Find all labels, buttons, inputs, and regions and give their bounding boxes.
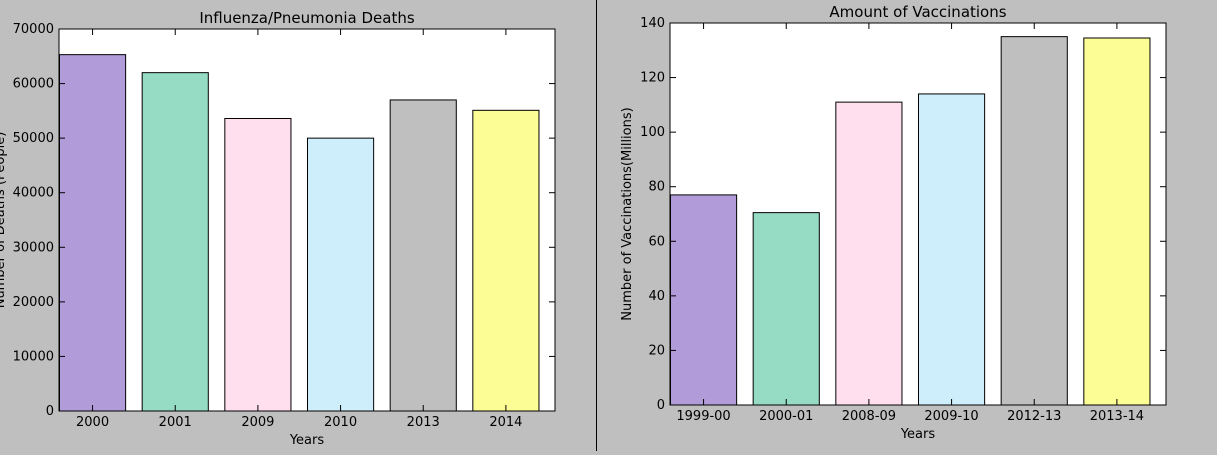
y-tick-label: 10000 — [13, 349, 54, 364]
panel-divider — [596, 0, 597, 451]
y-tick-label: 20 — [648, 343, 665, 358]
x-tick-label: 2009-10 — [924, 409, 978, 424]
y-tick-label: 30000 — [13, 240, 54, 255]
x-tick-label: 2001 — [159, 415, 192, 430]
chart-title: Amount of Vaccinations — [829, 3, 1006, 21]
x-axis-label: Years — [900, 427, 936, 442]
y-tick-label: 70000 — [13, 22, 54, 37]
bar-2000 — [59, 54, 127, 412]
x-tick-label: 2000 — [76, 415, 109, 430]
bar-2013 — [389, 99, 457, 412]
y-tick-label: 80 — [648, 180, 665, 195]
plot-frame — [669, 22, 1167, 406]
y-tick-label: 100 — [640, 125, 665, 140]
bar-2014 — [472, 109, 540, 412]
x-tick-label: 2014 — [489, 415, 522, 430]
plot-frame — [58, 28, 556, 412]
bar-2001 — [141, 72, 209, 412]
chart-2: 0 20 40 60 80 100 120 140 1999-00 2000-01 2008-09 2… — [620, 3, 1167, 442]
y-tick-label: 60000 — [13, 77, 54, 92]
y-tick-label: 50000 — [13, 131, 54, 146]
bar-2010 — [307, 137, 375, 412]
x-tick-label: 2012-13 — [1007, 409, 1061, 424]
bar-2012-13 — [1000, 36, 1068, 406]
y-tick-label: 60 — [648, 234, 665, 249]
y-axis-label: Number of Vaccinations(Millions) — [620, 107, 635, 320]
y-tick-label: 0 — [46, 404, 54, 419]
x-tick-label: 2010 — [324, 415, 357, 430]
bar-1999-00 — [670, 194, 738, 406]
x-tick-label: 2009 — [241, 415, 274, 430]
y-tick-label: 140 — [640, 16, 665, 31]
x-tick-label: 2013 — [407, 415, 440, 430]
y-tick-label: 0 — [657, 398, 665, 413]
bar-2009 — [224, 117, 292, 412]
chart-1: 0 10000 20000 30000 40000 50000 60000 70000 2000… — [0, 9, 556, 448]
x-tick-label: 2008-09 — [842, 409, 896, 424]
y-tick-label: 40000 — [13, 186, 54, 201]
x-tick-label: 1999-00 — [676, 409, 730, 424]
bar-2013-14 — [1083, 37, 1151, 406]
y-axis-label: Number of Deaths (People) — [0, 132, 8, 309]
x-axis-label: Years — [289, 433, 325, 448]
x-tick-label: 2013-14 — [1090, 409, 1144, 424]
bar-2008-09 — [835, 101, 903, 406]
y-tick-label: 120 — [640, 71, 665, 86]
bar-2000-01 — [752, 212, 820, 406]
bar-2009-10 — [918, 93, 986, 406]
x-tick-label: 2000-01 — [759, 409, 813, 424]
chart-title: Influenza/Pneumonia Deaths — [199, 9, 415, 27]
y-tick-label: 20000 — [13, 295, 54, 310]
y-tick-label: 40 — [648, 289, 665, 304]
